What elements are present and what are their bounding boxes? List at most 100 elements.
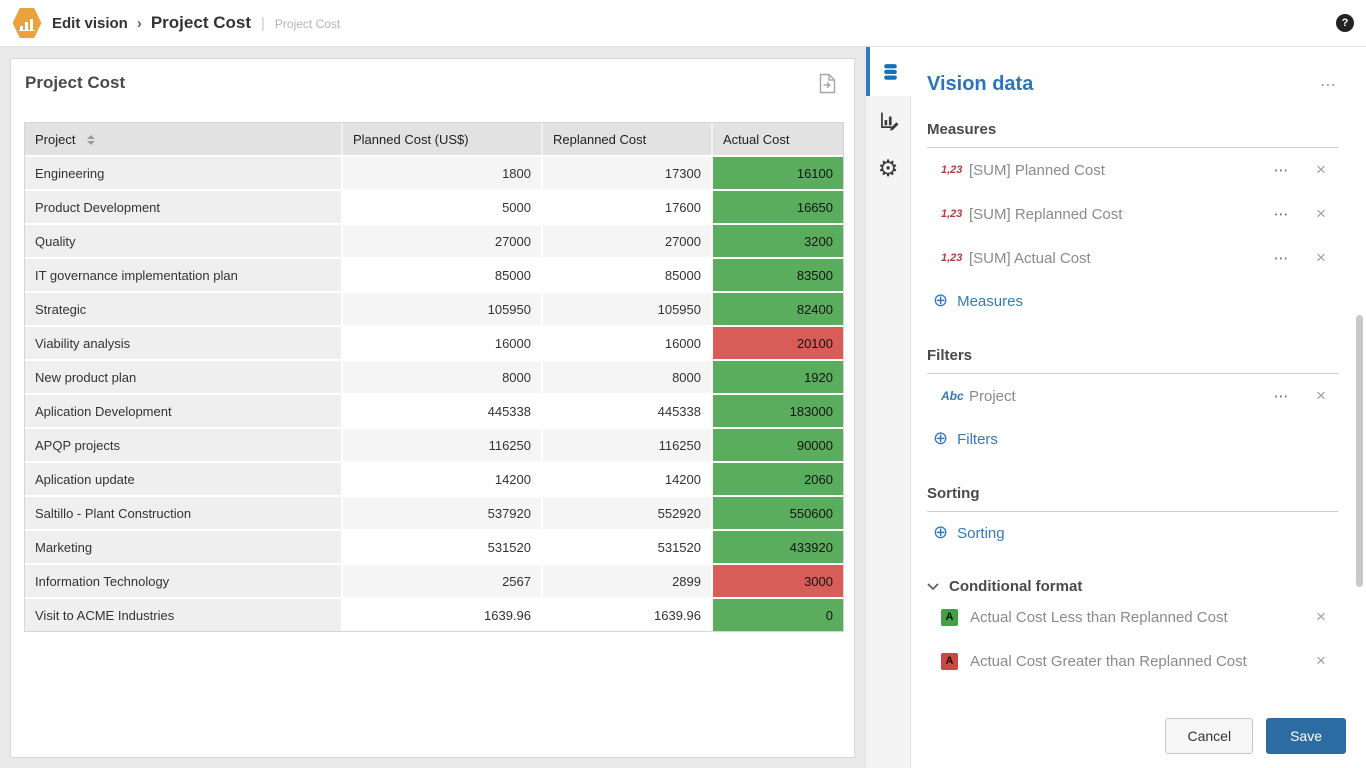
main-area: Project Cost Project Planned Cost (US$) — [0, 47, 866, 768]
remove-item-button[interactable]: × — [1304, 386, 1338, 406]
plus-circle-icon: ⊕ — [933, 292, 948, 310]
add-measures-label: Measures — [957, 293, 1023, 310]
remove-item-button[interactable]: × — [1304, 160, 1338, 180]
measure-item: 1,23[SUM] Replanned Cost⋯× — [927, 192, 1338, 236]
add-filters-button[interactable]: ⊕ Filters — [927, 418, 998, 460]
nav-data-tab[interactable] — [866, 47, 911, 96]
item-menu-button[interactable]: ⋯ — [1258, 387, 1304, 405]
table-row: Engineering18001730016100 — [25, 155, 843, 189]
measures-list: 1,23[SUM] Planned Cost⋯×1,23[SUM] Replan… — [927, 148, 1338, 280]
gear-icon: ⚙ — [878, 158, 899, 181]
replanned-cost-cell: 14200 — [543, 461, 713, 495]
panel-nav-strip: ⚙ — [866, 47, 911, 768]
item-menu-button[interactable]: ⋯ — [1258, 249, 1304, 267]
table-row: Visit to ACME Industries1639.961639.960 — [25, 597, 843, 631]
remove-item-button[interactable]: × — [1304, 204, 1338, 224]
item-menu-button[interactable]: ⋯ — [1258, 205, 1304, 223]
project-cell: Product Development — [25, 189, 343, 223]
actual-cost-cell: 2060 — [713, 461, 843, 495]
planned-cost-cell: 537920 — [343, 495, 543, 529]
replanned-cost-cell: 85000 — [543, 257, 713, 291]
remove-item-button[interactable]: × — [1304, 651, 1338, 671]
project-cell: Saltillo - Plant Construction — [25, 495, 343, 529]
breadcrumb-divider: | — [261, 15, 265, 32]
cancel-button[interactable]: Cancel — [1165, 718, 1253, 754]
conditional-format-item: AActual Cost Greater than Replanned Cost… — [927, 639, 1338, 683]
planned-cost-cell: 8000 — [343, 359, 543, 393]
add-sorting-button[interactable]: ⊕ Sorting — [927, 512, 1005, 554]
bar-chart-icon — [19, 18, 35, 31]
actual-cost-cell: 16100 — [713, 155, 843, 189]
planned-cost-cell: 531520 — [343, 529, 543, 563]
numeric-type-icon: 1,23 — [941, 252, 969, 264]
help-button[interactable]: ? — [1336, 14, 1354, 32]
breadcrumb-subtitle: Project Cost — [275, 15, 340, 31]
conditional-format-list: AActual Cost Less than Replanned Cost×AA… — [927, 595, 1338, 683]
nav-settings-tab[interactable]: ⚙ — [866, 145, 910, 194]
project-cell: Aplication update — [25, 461, 343, 495]
app-logo-icon[interactable] — [12, 7, 42, 39]
breadcrumb-current: Project Cost — [151, 13, 251, 33]
filters-list: AbcProject⋯× — [927, 374, 1338, 418]
actual-cost-cell: 83500 — [713, 257, 843, 291]
table-row: Quality27000270003200 — [25, 223, 843, 257]
vision-data-panel: ⚙ Vision data ⋯ Measures 1,23 [SUM] Plann… — [866, 47, 1366, 768]
project-cell: New product plan — [25, 359, 343, 393]
column-header-replanned-cost: Replanned Cost — [543, 123, 713, 155]
replanned-cost-cell: 1639.96 — [543, 597, 713, 631]
format-color-badge: A — [941, 653, 958, 670]
actual-cost-cell: 82400 — [713, 291, 843, 325]
measure-item: 1,23[SUM] Actual Cost⋯× — [927, 236, 1338, 280]
table-row: Viability analysis160001600020100 — [25, 325, 843, 359]
project-cell: Marketing — [25, 529, 343, 563]
add-sorting-label: Sorting — [957, 525, 1005, 542]
filter-label: Project — [969, 388, 1258, 405]
plus-circle-icon: ⊕ — [933, 430, 948, 448]
project-cell: APQP projects — [25, 427, 343, 461]
replanned-cost-cell: 552920 — [543, 495, 713, 529]
actual-cost-cell: 550600 — [713, 495, 843, 529]
breadcrumb-root[interactable]: Edit vision — [52, 15, 128, 32]
project-cell: Quality — [25, 223, 343, 257]
add-measures-button[interactable]: ⊕ Measures — [927, 280, 1023, 322]
remove-item-button[interactable]: × — [1304, 607, 1338, 627]
actual-cost-cell: 16650 — [713, 189, 843, 223]
remove-item-button[interactable]: × — [1304, 248, 1338, 268]
nav-chart-edit-tab[interactable] — [866, 96, 910, 145]
actual-cost-cell: 3000 — [713, 563, 843, 597]
measure-label: [SUM] Planned Cost — [969, 162, 1258, 179]
replanned-cost-cell: 445338 — [543, 393, 713, 427]
save-button[interactable]: Save — [1266, 718, 1346, 754]
project-cell: Information Technology — [25, 563, 343, 597]
planned-cost-cell: 1800 — [343, 155, 543, 189]
sort-icon[interactable] — [87, 135, 95, 145]
conditional-format-item: AActual Cost Less than Replanned Cost× — [927, 595, 1338, 639]
actual-cost-cell: 0 — [713, 597, 843, 631]
item-menu-button[interactable]: ⋯ — [1258, 161, 1304, 179]
panel-title: Vision data — [927, 73, 1033, 96]
export-report-icon[interactable] — [819, 73, 836, 94]
column-header-planned-cost: Planned Cost (US$) — [343, 123, 543, 155]
actual-cost-cell: 1920 — [713, 359, 843, 393]
replanned-cost-cell: 17300 — [543, 155, 713, 189]
panel-menu-button[interactable]: ⋯ — [1320, 75, 1338, 94]
measure-label: [SUM] Replanned Cost — [969, 206, 1258, 223]
actual-cost-cell: 3200 — [713, 223, 843, 257]
conditional-format-label: Actual Cost Less than Replanned Cost — [970, 609, 1304, 626]
planned-cost-cell: 5000 — [343, 189, 543, 223]
chevron-down-icon — [927, 583, 939, 591]
project-cell: Viability analysis — [25, 325, 343, 359]
conditional-format-header[interactable]: Conditional format — [927, 578, 1338, 595]
panel-scrollbar-thumb[interactable] — [1356, 315, 1363, 587]
breadcrumb-separator-icon: › — [137, 15, 142, 32]
table-header-row: Project Planned Cost (US$) Replanned Cos… — [25, 123, 843, 155]
card-header: Project Cost — [11, 59, 854, 104]
panel-footer: Cancel Save — [911, 704, 1366, 768]
card-title: Project Cost — [25, 73, 125, 93]
actual-cost-cell: 433920 — [713, 529, 843, 563]
replanned-cost-cell: 17600 — [543, 189, 713, 223]
replanned-cost-cell: 2899 — [543, 563, 713, 597]
planned-cost-cell: 445338 — [343, 393, 543, 427]
column-header-project[interactable]: Project — [25, 123, 343, 155]
actual-cost-cell: 183000 — [713, 393, 843, 427]
